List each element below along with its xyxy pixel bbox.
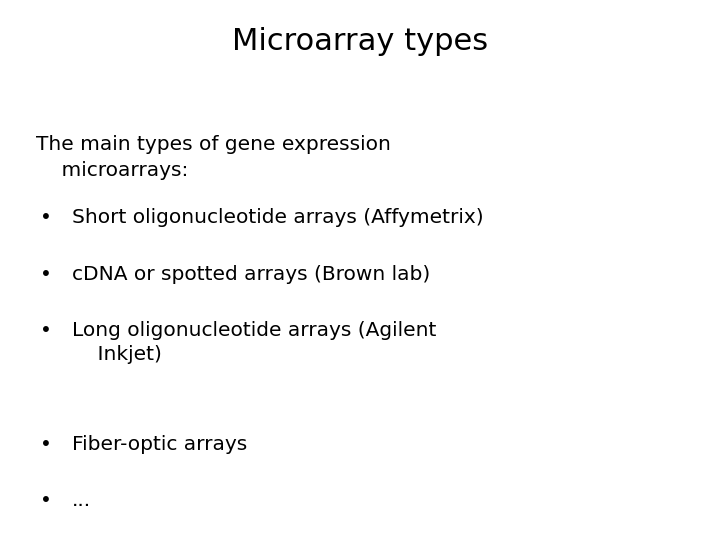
Text: Fiber-optic arrays: Fiber-optic arrays — [72, 435, 247, 454]
Text: •: • — [40, 321, 51, 340]
Text: cDNA or spotted arrays (Brown lab): cDNA or spotted arrays (Brown lab) — [72, 265, 431, 284]
Text: Microarray types: Microarray types — [232, 27, 488, 56]
Text: The main types of gene expression: The main types of gene expression — [36, 135, 391, 154]
Text: •: • — [40, 265, 51, 284]
Text: •: • — [40, 208, 51, 227]
Text: microarrays:: microarrays: — [36, 161, 189, 180]
Text: •: • — [40, 491, 51, 510]
Text: •: • — [40, 435, 51, 454]
Text: Long oligonucleotide arrays (Agilent
    Inkjet): Long oligonucleotide arrays (Agilent Ink… — [72, 321, 436, 364]
Text: Short oligonucleotide arrays (Affymetrix): Short oligonucleotide arrays (Affymetrix… — [72, 208, 484, 227]
Text: ...: ... — [72, 491, 91, 510]
